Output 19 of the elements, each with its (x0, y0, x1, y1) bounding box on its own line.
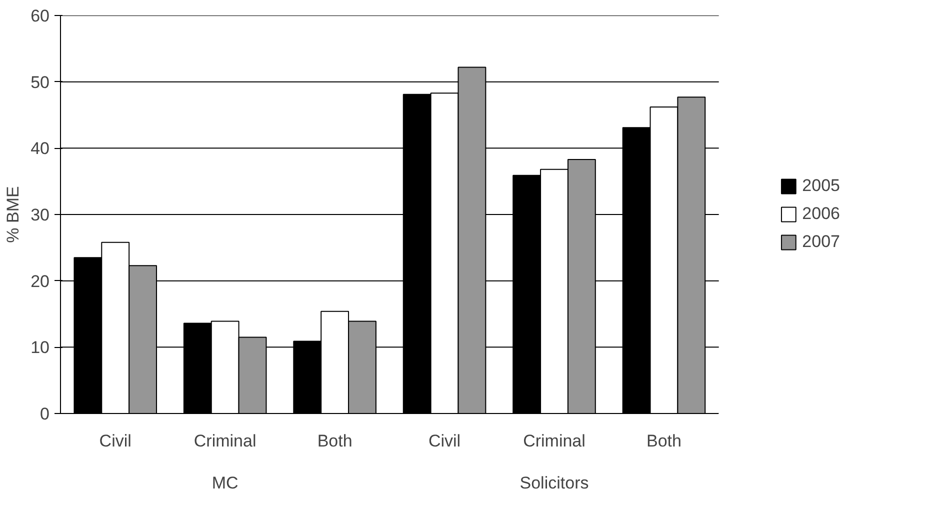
x-tick-label: Criminal (194, 432, 256, 450)
legend-label: 2007 (802, 232, 840, 252)
x-tick-label: Both (317, 432, 352, 450)
text: Solicitors (520, 474, 589, 492)
x-tick-label: Civil (428, 432, 461, 450)
y-tick-label: 50 (30, 72, 50, 92)
x-tick-label: Criminal (523, 432, 586, 450)
y-axis-title: % BME (4, 186, 23, 243)
text: MC (212, 474, 238, 492)
x-tick-label: Civil (99, 432, 132, 450)
y-tick-label: 20 (30, 272, 50, 291)
y-tick-label: 30 (30, 206, 50, 224)
y-tick-label: 10 (30, 338, 50, 358)
x-tick-label: Both (646, 432, 682, 450)
legend-label: 2005 (802, 176, 840, 196)
y-tick-label: 40 (30, 139, 50, 158)
y-tick-label: 60 (30, 6, 50, 26)
y-tick-label: 0 (40, 404, 50, 424)
legend-label: 2006 (802, 204, 840, 224)
